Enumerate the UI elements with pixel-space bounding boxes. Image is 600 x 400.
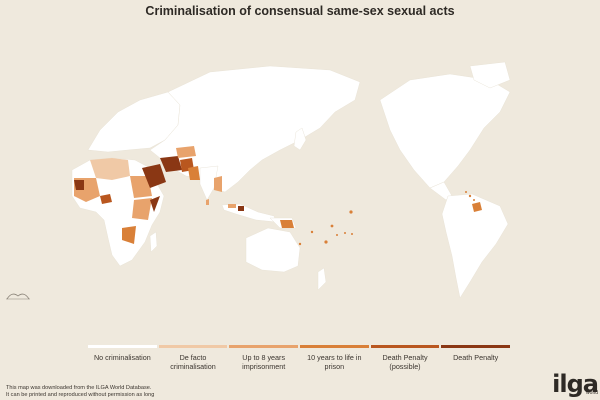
island-marker[interactable] [336,234,338,236]
ilga-logo[interactable]: ilga world [552,366,599,398]
region-saudi-arabia[interactable] [142,164,166,188]
region-brunei[interactable] [238,206,244,211]
footer-note: This map was downloaded from the ILGA Wo… [6,385,306,399]
island-marker[interactable] [473,199,475,201]
legend-swatch [370,345,440,348]
legend-item[interactable]: De facto criminalisation [158,345,228,375]
island-marker[interactable] [468,194,472,198]
south-america-landmass [441,193,509,299]
japan-landmass [293,127,307,151]
world-map[interactable] [0,60,600,310]
legend: No criminalisation De facto criminalisat… [88,345,511,375]
island-marker[interactable] [465,191,467,193]
legend-swatch [88,345,157,348]
island-marker[interactable] [310,230,314,234]
footer-line: This map was downloaded from the ILGA Wo… [6,385,152,391]
legend-item[interactable]: Death Penalty [441,345,511,375]
australia-landmass [245,227,301,273]
region-malaysia[interactable] [228,204,236,208]
continents [71,61,511,299]
region-east-africa[interactable] [132,198,152,220]
region-southern-africa[interactable] [122,226,136,244]
region-nigeria[interactable] [100,194,112,204]
footer-line: It can be printed and reproduced without… [6,392,155,398]
legend-item[interactable]: Death Penalty (possible) [370,345,440,375]
legend-label: Death Penalty [453,353,499,362]
island-marker[interactable] [349,210,353,214]
asia-landmass [149,65,361,193]
legend-swatch [158,345,228,348]
criminalisation-regions [74,146,482,244]
region-pakistan[interactable] [188,166,200,180]
legend-swatch [229,345,299,348]
legend-item[interactable]: Up to 8 years imprisonment [229,345,299,375]
logo-word: ilga [552,370,599,398]
india-landmass [199,165,219,201]
legend-label: De facto criminalisation [170,353,216,371]
map-title: Criminalisation of consensual same-sex s… [145,4,455,18]
legend-item[interactable]: 10 years to life in prison [300,345,369,375]
region-caribbean-guyana[interactable] [472,202,482,212]
region-central-asia[interactable] [176,146,196,158]
region-myanmar[interactable] [214,176,222,192]
region-north-africa[interactable] [90,158,130,180]
legend-label: Up to 8 years imprisonment [242,353,286,371]
new-zealand-landmass [317,267,327,291]
region-iran[interactable] [160,156,182,172]
north-america-landmass [379,73,511,189]
legend-swatch [441,345,511,348]
legend-label: No criminalisation [93,353,151,362]
island-marker[interactable] [324,240,328,244]
pacific-islands [298,191,475,246]
greenland-landmass [469,61,511,89]
island-marker[interactable] [351,233,353,235]
scale-bar-icon [6,293,30,300]
legend-label: 10 years to life in prison [307,353,362,371]
island-marker[interactable] [330,224,334,228]
island-marker[interactable] [298,242,302,246]
region-sri-lanka[interactable] [206,199,209,205]
region-egypt-sudan[interactable] [130,176,152,198]
madagascar-landmass [149,231,158,253]
region-png[interactable] [280,220,294,228]
region-somalia[interactable] [150,196,160,212]
region-mauritania[interactable] [74,180,84,190]
island-marker[interactable] [344,232,346,234]
logo-sub: world [586,390,598,396]
legend-label: Death Penalty (possible) [382,353,428,371]
legend-item[interactable]: No criminalisation [88,345,157,375]
legend-swatch [300,345,369,348]
